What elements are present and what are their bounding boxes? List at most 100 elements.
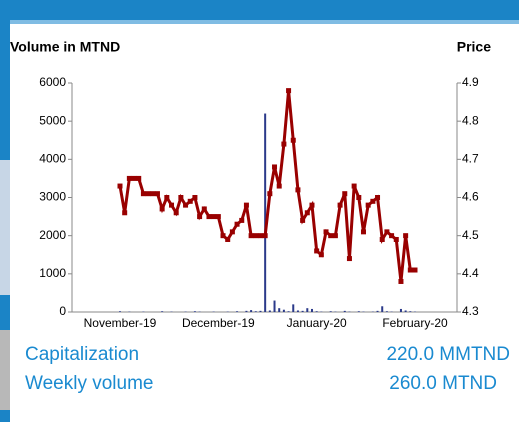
price-marker (239, 217, 245, 223)
bar (310, 308, 313, 312)
price-marker (407, 267, 413, 273)
bar (254, 311, 257, 312)
y-tick-label: 1000 (39, 266, 66, 280)
y2-tick-label: 4.3 (462, 304, 479, 318)
y-tick-label: 0 (59, 304, 66, 318)
price-marker (220, 233, 226, 239)
bar (357, 311, 360, 312)
y2-tick-label: 4.5 (462, 228, 479, 242)
price-marker (370, 198, 376, 204)
price-marker (384, 229, 390, 235)
price-marker (290, 137, 296, 143)
x-tick-label: February-20 (382, 316, 448, 330)
price-marker (300, 217, 306, 223)
price-marker (197, 214, 203, 220)
price-marker (145, 191, 151, 197)
price-marker (150, 191, 156, 197)
y2-tick-label: 4.8 (462, 113, 479, 127)
bar (161, 311, 164, 312)
top-band (0, 0, 519, 20)
price-marker (412, 267, 418, 273)
bar (245, 310, 248, 312)
price-marker (215, 214, 221, 220)
price-marker (164, 195, 170, 200)
bar (193, 311, 196, 312)
price-marker (131, 175, 137, 181)
price-marker (229, 229, 235, 235)
price-marker (140, 191, 146, 197)
price-marker (323, 229, 329, 235)
price-marker (243, 202, 249, 208)
bar (292, 304, 295, 312)
price-marker (304, 210, 310, 216)
price-marker (169, 202, 175, 208)
price-marker (206, 214, 212, 220)
price-marker (351, 183, 357, 189)
bar (409, 311, 412, 312)
y-axis-label: Volume in MTND (10, 39, 120, 55)
top-band-edge (0, 20, 519, 24)
y2-axis-label: Price (457, 39, 491, 55)
price-marker (154, 191, 160, 197)
bar (236, 311, 239, 312)
stat-label: Capitalization (25, 344, 140, 365)
price-marker (365, 202, 371, 208)
price-marker (201, 206, 207, 212)
y-tick-label: 2000 (39, 228, 66, 242)
bar (282, 309, 285, 312)
price-marker (342, 191, 348, 197)
price-marker (276, 183, 282, 189)
left-panel (0, 160, 10, 295)
bar (268, 310, 271, 312)
y-tick-label: 6000 (39, 75, 66, 89)
price-marker (314, 248, 320, 254)
bar (278, 308, 281, 312)
price-marker (159, 206, 165, 212)
stat-value: 220.0 MMTND (386, 344, 510, 365)
price-marker (126, 175, 132, 181)
bar (287, 311, 290, 312)
x-tick-label: January-20 (287, 316, 347, 330)
price-marker (379, 236, 385, 242)
x-tick-label: November-19 (84, 316, 157, 330)
price-marker (225, 236, 231, 242)
price-marker (332, 233, 338, 239)
price-marker (253, 233, 259, 239)
price-marker (183, 202, 189, 208)
price-marker (272, 164, 278, 170)
left-panel (0, 330, 10, 410)
y-tick-label: 3000 (39, 190, 66, 204)
x-tick-label: December-19 (182, 316, 255, 330)
y2-tick-label: 4.9 (462, 75, 479, 89)
price-marker (192, 195, 198, 200)
price-marker (403, 233, 409, 239)
bar (273, 300, 276, 312)
price-marker (393, 236, 399, 242)
bar (343, 310, 346, 312)
bar (381, 306, 384, 312)
price-marker (122, 210, 128, 216)
price-marker (328, 233, 334, 239)
price-marker (346, 256, 352, 262)
price-marker (309, 202, 315, 208)
price-marker (295, 187, 301, 193)
bar (250, 310, 253, 312)
y2-tick-label: 4.7 (462, 152, 479, 166)
bar (264, 113, 267, 313)
price-marker (136, 175, 142, 181)
price-marker (257, 233, 263, 239)
price-marker (318, 252, 324, 258)
price-marker (360, 229, 366, 235)
price-marker (178, 195, 184, 200)
bar (301, 310, 304, 312)
bar (404, 310, 407, 312)
price-marker (398, 278, 404, 284)
stat-label: Weekly volume (25, 373, 154, 394)
y-tick-label: 4000 (39, 152, 66, 166)
bar (399, 308, 402, 312)
y2-tick-label: 4.6 (462, 190, 479, 204)
price-marker (173, 210, 179, 216)
bar (385, 311, 388, 312)
